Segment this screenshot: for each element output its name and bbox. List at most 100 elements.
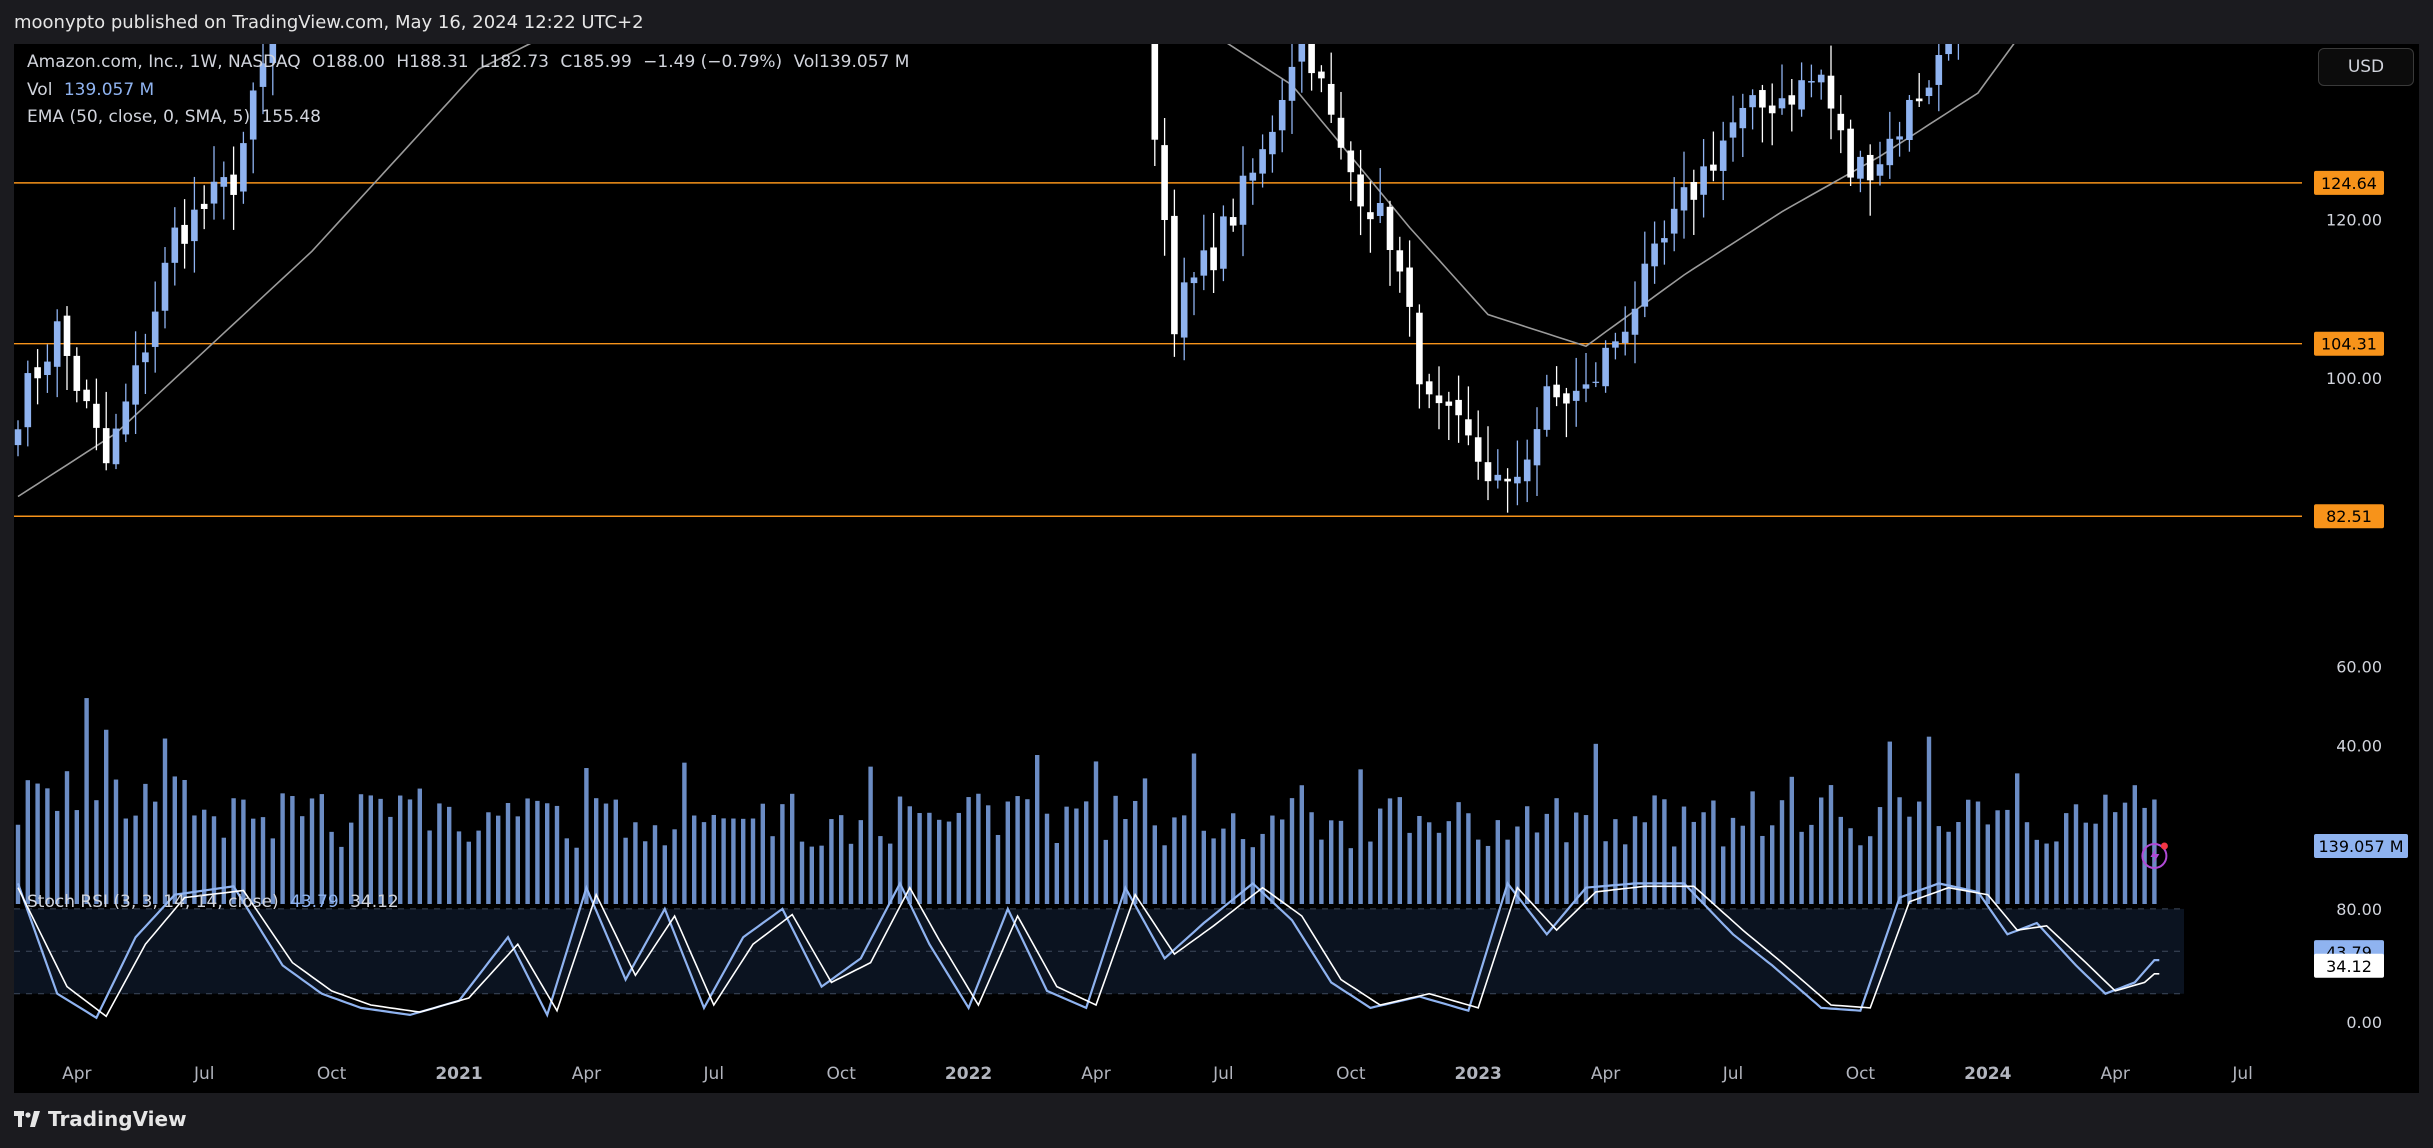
volume-bar (995, 834, 1001, 904)
volume-bar (84, 698, 89, 904)
volume-bar (231, 798, 236, 904)
candle (1602, 340, 1609, 393)
volume-bar (2083, 822, 2088, 904)
volume-bar (692, 815, 697, 904)
candle-body (1337, 117, 1345, 148)
candle-body (93, 403, 100, 428)
volume-bar (94, 800, 99, 904)
volume-bar (349, 822, 354, 904)
stoch-d-value: 34.12 (350, 892, 399, 912)
volume-bar (1417, 815, 1422, 904)
candle-body (161, 262, 169, 311)
volume-bar (505, 803, 511, 904)
candle (161, 247, 169, 329)
lightning-icon (2141, 842, 2168, 869)
volume-bar (35, 783, 40, 904)
volume-bar (937, 819, 942, 904)
candle (259, 44, 267, 115)
volume-bar (1240, 839, 1246, 904)
candle (151, 281, 159, 373)
candle (1631, 281, 1639, 364)
candle-body (1661, 238, 1668, 243)
candle (171, 207, 179, 286)
candle (44, 344, 51, 393)
candle-body (1484, 462, 1492, 482)
volume-bar (554, 805, 560, 904)
volume-bar (966, 797, 971, 904)
ema-label: EMA (50, close, 0, SMA, 5) (27, 107, 251, 127)
volume-bar (290, 796, 295, 904)
volume-bar (1799, 831, 1804, 904)
candle-body (1190, 277, 1198, 284)
volume-bar (1250, 847, 1255, 904)
volume-bar (2064, 813, 2069, 904)
volume-bar (1554, 798, 1559, 904)
volume-bar (1436, 832, 1442, 904)
candle-body (1288, 66, 1296, 101)
chart-area[interactable]: 100.00120.00140.00160.0040.0060.000.0080… (14, 44, 2419, 1093)
candle (1161, 118, 1168, 256)
ema-legend: EMA (50, close, 0, SMA, 5) 155.48 (27, 107, 321, 127)
volume-bar (300, 816, 305, 904)
candle-body (83, 389, 90, 402)
candle (1661, 220, 1668, 265)
vol-value: 139.057 M (63, 80, 155, 100)
volume-bar (1985, 824, 1990, 904)
footer: TradingView (0, 1093, 2433, 1148)
candle (1876, 141, 1884, 186)
volume-bar (407, 799, 413, 904)
candle-body (122, 401, 130, 435)
volume-bar (143, 783, 148, 904)
candle-body (1171, 215, 1178, 335)
candle-body (1318, 71, 1325, 79)
volume-bar (1260, 833, 1265, 904)
volume-bar (1495, 820, 1500, 904)
volume-bar (1995, 810, 2000, 904)
candle (1729, 95, 1737, 162)
volume-bar (1505, 839, 1510, 904)
volume-bar (1907, 816, 1912, 904)
volume-bar (2044, 843, 2049, 904)
volume-bar (1868, 836, 1873, 904)
stoch-d-tag-bg (2314, 953, 2384, 978)
volume-bar (868, 766, 873, 904)
chart-svg[interactable]: 100.00120.00140.00160.0040.0060.000.0080… (14, 44, 2419, 1093)
volume-bar (1476, 839, 1481, 904)
candle (249, 82, 257, 174)
volume-bar (172, 776, 177, 904)
volume-bar (182, 779, 187, 904)
volume-bar (251, 818, 256, 904)
time-tick-label: Oct (1846, 1064, 1876, 1084)
candle (1592, 362, 1600, 388)
volume-bar (1593, 743, 1598, 904)
change-value: −1.49 (−0.79%) (643, 52, 783, 72)
candle (1425, 373, 1433, 409)
volume-bar (1270, 815, 1275, 904)
candle (102, 391, 110, 471)
candle-body (230, 174, 237, 195)
volume-bar (1044, 813, 1050, 904)
volume-bar (1623, 844, 1628, 904)
candle-body (1945, 44, 1952, 55)
tradingview-logo[interactable]: TradingView (14, 1107, 187, 1131)
candle-body (220, 177, 228, 187)
time-tick-label: Oct (826, 1064, 856, 1084)
candle-body (1435, 395, 1443, 404)
candle (1621, 306, 1629, 356)
volume-bar (466, 841, 471, 904)
currency-button[interactable]: USD (2318, 48, 2414, 86)
stoch-label: Stoch RSI (3, 3, 14, 14, close) (27, 892, 279, 912)
high-value: H188.31 (396, 52, 469, 72)
volume-bar (486, 812, 491, 904)
candle (1533, 407, 1541, 496)
candle-body (181, 224, 188, 244)
candle (1700, 139, 1707, 218)
volume-bar (1133, 800, 1138, 904)
candle (1445, 391, 1453, 441)
volume-bar (192, 815, 197, 904)
candle-body (1367, 212, 1374, 220)
volume-bar (1054, 843, 1059, 904)
candle (1327, 52, 1335, 123)
volume-bar (368, 795, 373, 904)
candle-body (1631, 308, 1639, 335)
